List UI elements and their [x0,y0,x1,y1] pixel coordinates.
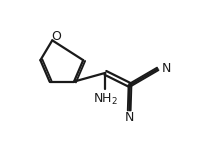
Text: NH$_2$: NH$_2$ [93,92,118,107]
Text: O: O [51,30,61,43]
Text: N: N [125,111,134,124]
Text: N: N [162,62,171,75]
